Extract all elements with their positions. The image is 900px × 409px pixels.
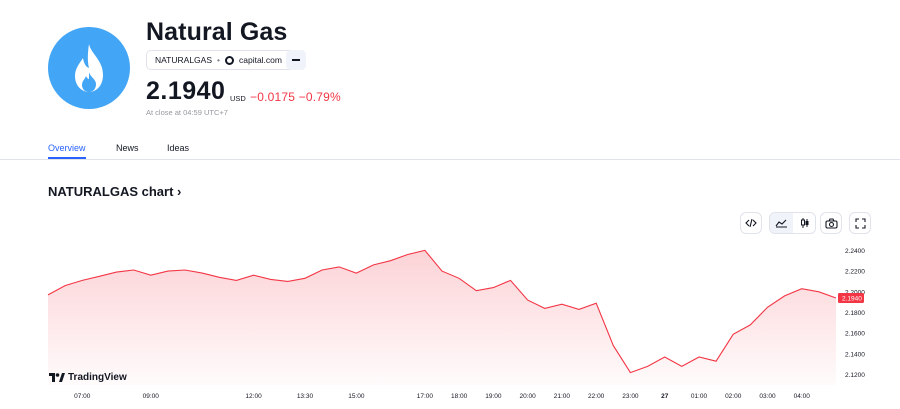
capital-com-icon — [224, 55, 234, 65]
flame-icon — [75, 44, 103, 92]
x-tick-label: 23:00 — [622, 393, 639, 400]
source-label: capital.com — [238, 55, 282, 65]
last-price-tag — [838, 293, 864, 303]
fullscreen-icon — [854, 217, 866, 229]
area-chart-icon — [775, 219, 787, 228]
y-tick-label: 2.2200 — [845, 269, 865, 276]
x-tick-label: 15:00 — [348, 393, 365, 400]
tabs-divider — [0, 159, 900, 160]
tab-ideas[interactable]: Ideas — [167, 143, 190, 153]
tradingview-label: TradingView — [68, 372, 127, 383]
price-line — [47, 249, 837, 374]
y-tick-label: 2.2400 — [845, 248, 865, 255]
tradingview-icon — [49, 373, 65, 382]
embed-button[interactable] — [740, 212, 762, 234]
active-tab-indicator — [48, 157, 86, 159]
x-tick-label: 27 — [661, 393, 669, 400]
price-value: 2.1940 — [146, 77, 226, 105]
separator-dot: • — [217, 55, 220, 65]
candles-style-button[interactable] — [793, 213, 816, 233]
y-tick-label: 2.1400 — [845, 351, 865, 358]
x-tick-label: 01:00 — [691, 393, 708, 400]
x-tick-label: 02:00 — [725, 393, 742, 400]
chart-style-toggle — [769, 212, 816, 234]
candles-icon — [800, 218, 808, 228]
camera-icon — [824, 217, 838, 229]
symbol-label: NATURALGAS — [155, 55, 212, 65]
x-tick-label: 21:00 — [554, 393, 571, 400]
close-time-note: At close at 04:59 UTC+7 — [146, 108, 228, 117]
currency-label: USD — [230, 94, 246, 103]
x-tick-label: 07:00 — [74, 393, 91, 400]
x-tick-label: 17:00 — [417, 393, 434, 400]
y-tick-label: 2.1200 — [845, 372, 865, 379]
fullscreen-button[interactable] — [849, 212, 871, 234]
y-tick-label: 2.1600 — [845, 331, 865, 338]
area-style-button[interactable] — [770, 213, 793, 233]
price-chart[interactable]: 2.2400 2.2200 2.2000 2.1800 2.1600 2.1400 2.12… — [0, 240, 900, 409]
embed-icon — [745, 218, 757, 228]
x-tick-label: 22:00 — [588, 393, 605, 400]
x-tick-label: 18:00 — [451, 393, 468, 400]
x-tick-label: 19:00 — [485, 393, 502, 400]
x-tick-label: 13:30 — [297, 393, 314, 400]
x-tick-label: 03:00 — [759, 393, 776, 400]
last-price-label: 2.1940 — [842, 296, 862, 303]
tab-news[interactable]: News — [116, 143, 139, 153]
y-tick-label: 2.2000 — [845, 289, 865, 296]
x-tick-label: 09:00 — [143, 393, 160, 400]
x-tick-label: 04:00 — [794, 393, 811, 400]
x-tick-label: 20:00 — [520, 393, 537, 400]
x-tick-label: 12:00 — [245, 393, 262, 400]
price-change: −0.0175 −0.79% — [250, 90, 341, 104]
chart-heading-link[interactable]: NATURALGAS chart › — [48, 184, 182, 199]
y-tick-label: 2.1800 — [845, 310, 865, 317]
instrument-logo — [48, 27, 130, 109]
tab-overview[interactable]: Overview — [48, 143, 86, 153]
tradingview-logo[interactable]: TradingView — [49, 372, 127, 383]
price-area-fill — [48, 250, 836, 385]
minus-icon — [292, 59, 300, 61]
symbol-selector[interactable]: NATURALGAS • capital.com ⌄ — [146, 50, 306, 70]
compare-button[interactable] — [286, 50, 306, 70]
snapshot-button[interactable] — [820, 212, 842, 234]
page-title: Natural Gas — [146, 18, 288, 46]
